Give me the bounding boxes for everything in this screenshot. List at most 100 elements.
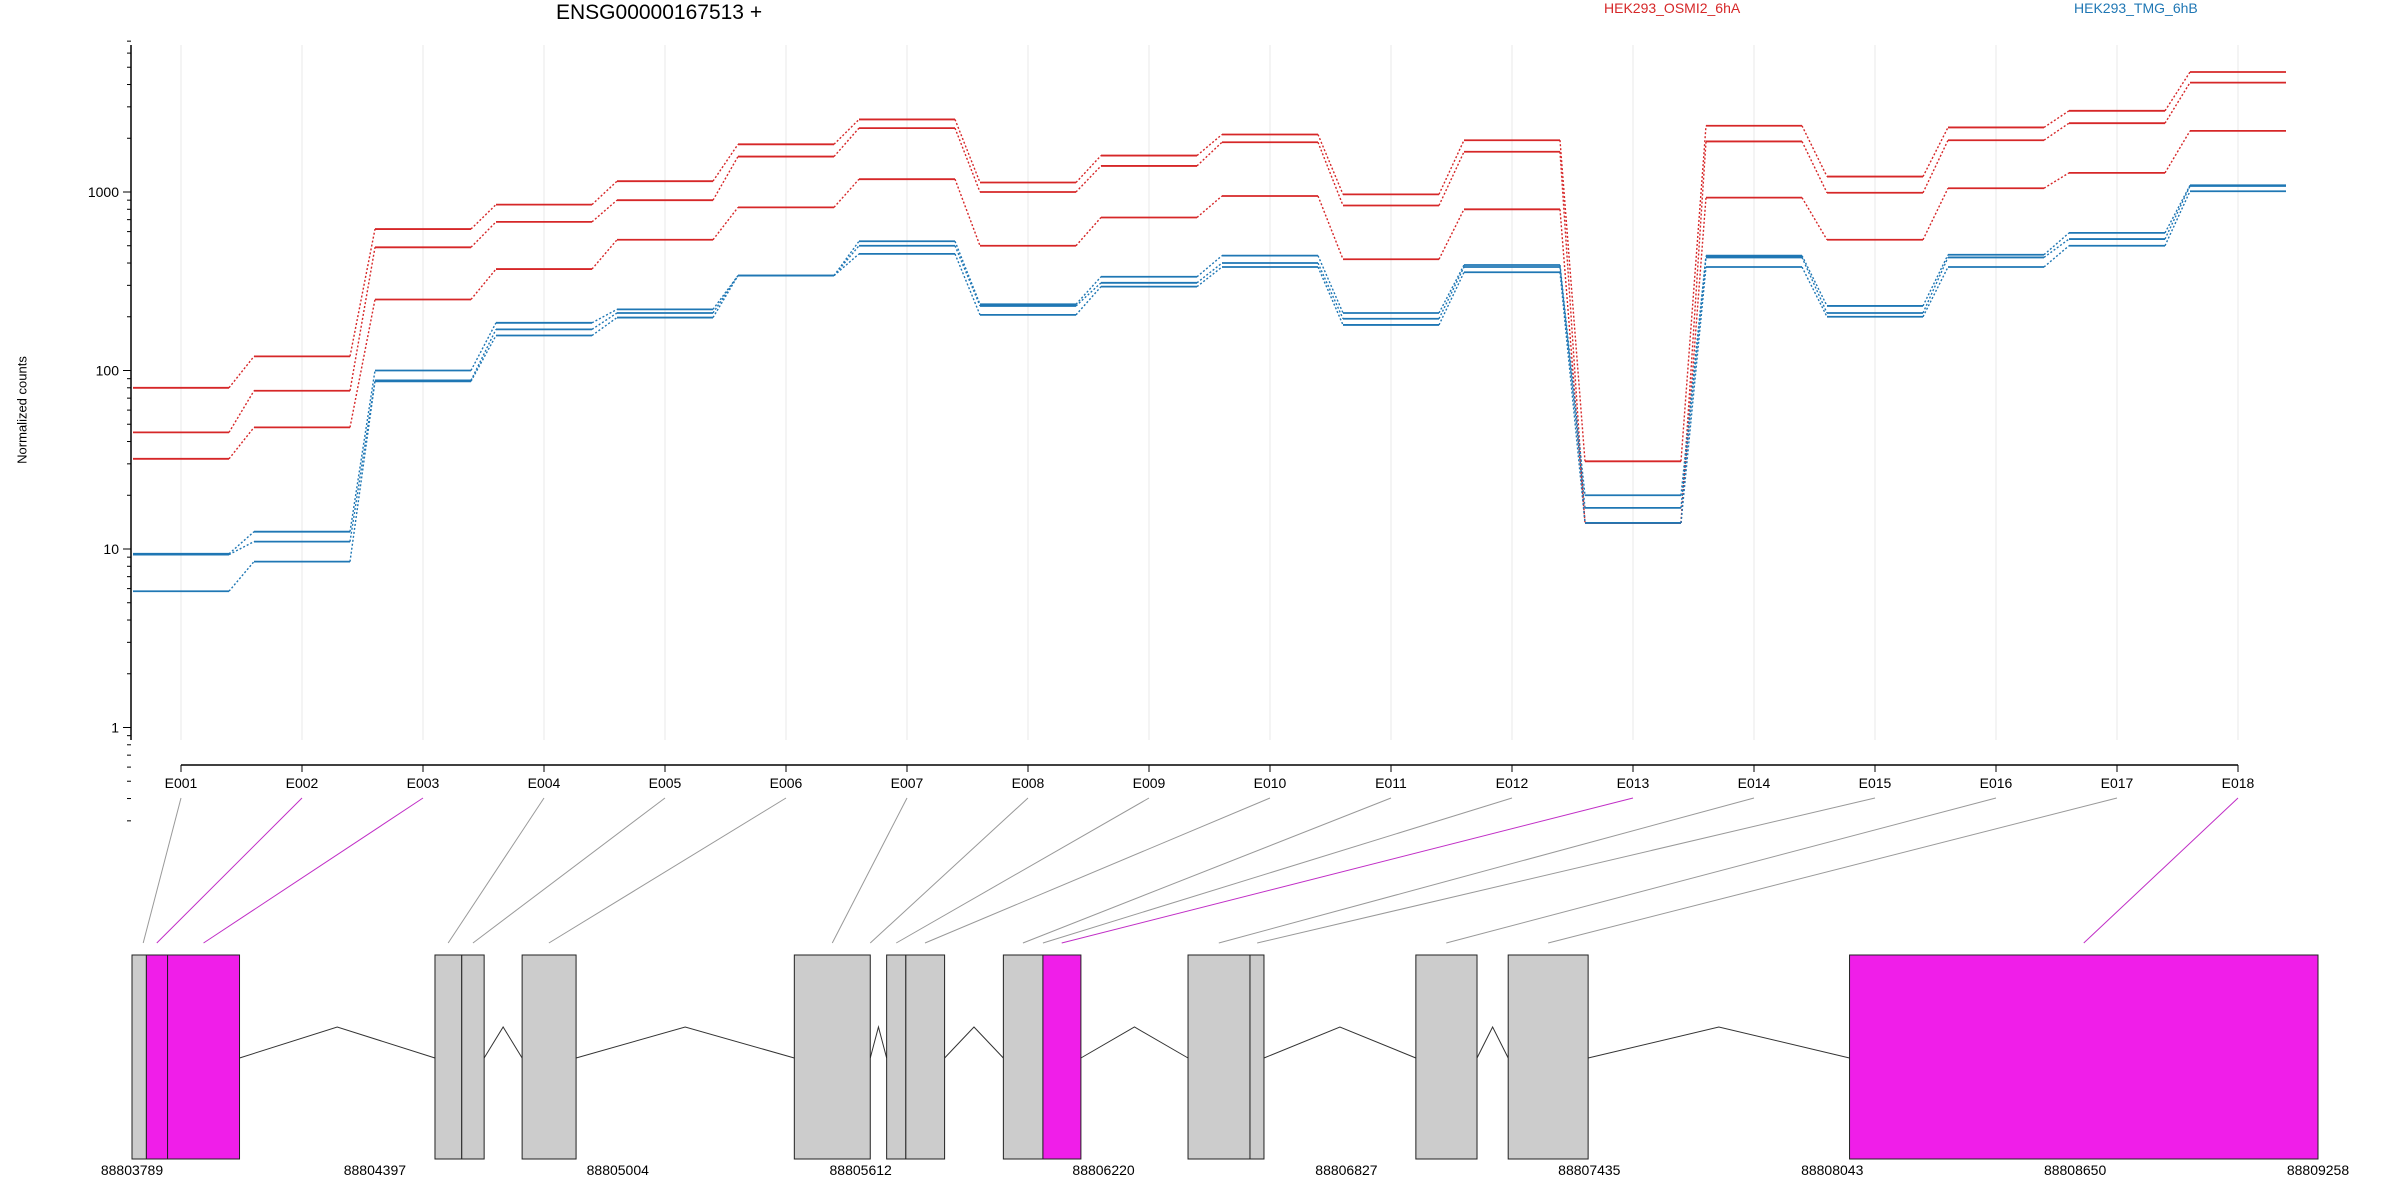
y-tick-label: 1000 (88, 184, 119, 200)
genomic-coordinate-label: 88808043 (1801, 1162, 1864, 1178)
series-4-connector (2164, 184, 2191, 234)
series-6-connector (470, 335, 497, 382)
series-6-connector (1317, 266, 1344, 326)
series-6-connector (2043, 245, 2070, 268)
series-1-connector (1438, 139, 1465, 195)
series-4-connector (1801, 255, 1828, 307)
x-tick-label-e001: E001 (165, 775, 198, 791)
series-3-connector (470, 268, 497, 300)
series-5-connector (1801, 257, 1828, 314)
exon-block-6 (521, 954, 577, 1160)
x-tick-label-e009: E009 (1133, 775, 1166, 791)
exon-link-e016 (1446, 797, 1997, 944)
x-tick-label-e008: E008 (1012, 775, 1045, 791)
series-1-connector (1801, 125, 1828, 177)
x-tick-label-e017: E017 (2101, 775, 2134, 791)
series-4-connector (2043, 232, 2070, 256)
series-2-connector (1438, 151, 1465, 206)
y-tick-label: 100 (96, 363, 120, 379)
legend-tmg: HEK293_TMG_6hB (2074, 0, 2198, 16)
genomic-coordinate-label: 88806827 (1315, 1162, 1378, 1178)
series-5-connector (712, 275, 739, 314)
x-tick-label-e002: E002 (286, 775, 319, 791)
series-5-connector (1559, 266, 1586, 508)
series-6-connector (1196, 266, 1223, 288)
intron-line (1263, 1026, 1417, 1059)
series-6-connector (954, 253, 981, 316)
series-2-connector (349, 247, 376, 391)
series-5-connector (954, 245, 981, 307)
series-1-connector (1075, 155, 1102, 184)
intron-line (869, 1025, 888, 1059)
exon-link-e009 (895, 797, 1150, 944)
genomic-coordinate-label: 88804397 (344, 1162, 407, 1178)
intron-line (944, 1026, 1004, 1059)
exon-block-12 (1187, 954, 1251, 1160)
series-3-connector (1317, 195, 1344, 260)
y-tick-label: 10 (103, 541, 119, 557)
exon-link-e018 (2083, 797, 2239, 944)
intron-line (1476, 1025, 1509, 1059)
series-2-connector (470, 221, 497, 248)
series-4-connector (833, 240, 860, 277)
series-6-connector (712, 275, 739, 318)
exon-link-e003 (203, 797, 424, 944)
exon-block-4 (434, 954, 463, 1160)
grid-lines (180, 45, 2239, 740)
exon-block-16 (1849, 954, 2319, 1160)
x-tick-label-e007: E007 (891, 775, 924, 791)
exon-link-e012 (1042, 797, 1513, 944)
exon-block-9 (905, 954, 946, 1160)
series-6-connector (1559, 272, 1586, 523)
series-5-connector (591, 312, 618, 330)
series-1-connector (1680, 125, 1707, 462)
series-3-connector (2043, 172, 2070, 189)
series-5-connector (470, 329, 497, 381)
intron-line (1080, 1026, 1189, 1059)
series-4-connector (1438, 264, 1465, 314)
exon-link-e001 (142, 797, 182, 944)
exon-link-e015 (1257, 797, 1876, 944)
series-6-connector (833, 253, 860, 277)
series-4-connector (470, 322, 497, 371)
exon-link-e004 (447, 797, 545, 944)
x-tick-label-e006: E006 (770, 775, 803, 791)
exon-link-e010 (924, 797, 1271, 944)
series-6-connector (1922, 266, 1949, 318)
exon-link-e013 (1061, 797, 1634, 944)
series-2-connector (1196, 141, 1223, 167)
series-3-connector (833, 178, 860, 208)
series-6-connector (591, 316, 618, 337)
exon-link-e002 (156, 797, 303, 944)
series-4-connector (1196, 255, 1223, 278)
series-5-connector (228, 540, 255, 556)
series-4-connector (349, 370, 376, 532)
x-tick-label-e004: E004 (528, 775, 561, 791)
series-6-connector (228, 561, 255, 592)
exon-block-11 (1042, 954, 1082, 1160)
series-4-connector (1922, 254, 1949, 307)
series-6-connector (2164, 190, 2191, 247)
series-4-connector (228, 531, 255, 555)
series-2-connector (1801, 141, 1828, 194)
genomic-coordinate-label: 88806220 (1072, 1162, 1135, 1178)
series-5-connector (1680, 257, 1707, 508)
series-2-connector (1317, 141, 1344, 206)
exon-block-1 (131, 954, 147, 1160)
series-2-connector (712, 156, 739, 201)
intron-line (239, 1026, 436, 1059)
x-tick-label-e005: E005 (649, 775, 682, 791)
genomic-coordinate-label: 88805612 (830, 1162, 893, 1178)
exon-block-15 (1507, 954, 1589, 1160)
series-1-connector (349, 228, 376, 357)
series-3-connector (1559, 209, 1586, 523)
exon-link-e011 (1022, 797, 1392, 944)
exon-block-10 (1002, 954, 1044, 1160)
genomic-coordinate-label: 88809258 (2287, 1162, 2350, 1178)
exon-link-e005 (472, 797, 666, 944)
exon-block-3 (167, 954, 241, 1160)
genomic-coordinate-label: 88803789 (101, 1162, 164, 1178)
exon-block-7 (793, 954, 871, 1160)
series-3-connector (954, 178, 981, 246)
